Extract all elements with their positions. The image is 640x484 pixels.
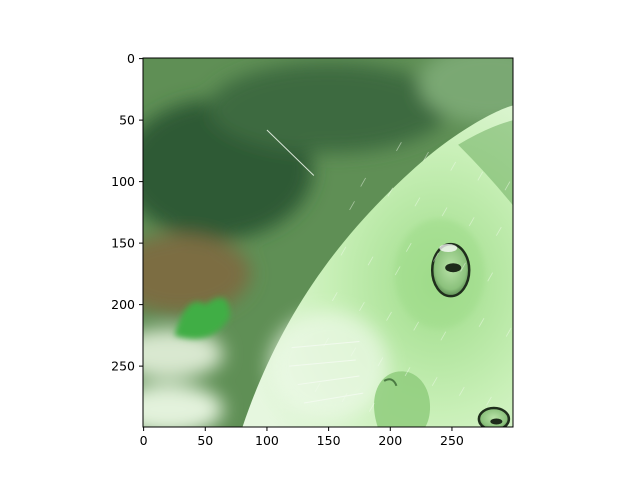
y-tick-label: 50: [119, 113, 135, 128]
x-tick-label: 250: [440, 433, 464, 448]
fur-stroke: [468, 217, 475, 227]
second-eye-pupil: [490, 418, 503, 425]
fur-stroke: [414, 197, 421, 207]
axes-frame: [142, 57, 514, 428]
x-tick-label: 150: [317, 433, 341, 448]
fur-stroke: [367, 256, 374, 266]
x-tick-label: 50: [197, 433, 213, 448]
fur-stroke: [433, 252, 439, 262]
fur-stroke: [404, 367, 411, 377]
fur-stroke: [504, 181, 511, 191]
fur-stroke: [340, 246, 347, 256]
fur-stroke: [478, 317, 485, 327]
fur-stroke: [360, 177, 366, 187]
x-tick-label: 0: [140, 433, 148, 448]
y-tick-label: 200: [111, 297, 135, 312]
eye-pupil: [445, 263, 462, 273]
fur-stroke: [396, 142, 402, 152]
light-floor-blob: [143, 328, 224, 379]
fur-stroke: [349, 201, 355, 211]
y-tick-label: 0: [127, 51, 135, 66]
fur-stroke: [331, 292, 338, 302]
y-tick-label: 100: [111, 174, 135, 189]
y-tick-label: 250: [111, 359, 135, 374]
fur-stroke: [423, 151, 429, 161]
fur-stroke: [368, 402, 375, 412]
fur-stroke: [314, 383, 321, 393]
fur-stroke: [377, 357, 384, 367]
fur-stroke: [359, 301, 365, 311]
fur-stroke: [413, 321, 419, 331]
fur-stroke: [323, 337, 329, 347]
cheek-highlight: [268, 311, 389, 422]
cat-ear: [458, 120, 513, 206]
fur-stroke: [387, 187, 394, 197]
whisker: [291, 341, 360, 349]
background-blur-group: [143, 58, 513, 427]
foliage-top-blob: [208, 62, 449, 153]
fur-stroke: [486, 396, 492, 406]
brown-area-blob: [143, 233, 251, 314]
fur-stroke: [441, 207, 448, 217]
fur-stroke: [487, 272, 493, 282]
y-tick-label: 150: [111, 236, 135, 251]
nostril: [383, 378, 398, 387]
image-content: [143, 58, 513, 427]
fur-stroke: [386, 311, 392, 321]
fur-stroke: [505, 327, 512, 337]
foliage-right-blob: [418, 58, 513, 124]
x-tick-label: 100: [255, 433, 279, 448]
cat-nose: [374, 371, 430, 427]
fur-stroke: [440, 331, 447, 341]
fur-stroke: [350, 347, 357, 357]
fur-stroke: [394, 266, 401, 276]
fur-stroke: [477, 171, 484, 181]
fur-stroke: [450, 161, 456, 171]
fur-stroke: [496, 226, 502, 236]
whisker: [297, 375, 360, 386]
whisker: [289, 359, 356, 367]
whisker: [266, 129, 315, 176]
leaf-shape: [174, 297, 230, 339]
light-floor-blob-2: [143, 384, 224, 427]
fur-stroke: [431, 376, 438, 386]
fur-stroke: [460, 262, 466, 272]
fur-stroke: [405, 242, 412, 252]
fur-stroke: [459, 386, 465, 396]
x-tick-label: 200: [378, 433, 402, 448]
eye-highlight: [439, 244, 458, 253]
fur-stroke: [341, 392, 348, 402]
whisker: [303, 392, 364, 404]
